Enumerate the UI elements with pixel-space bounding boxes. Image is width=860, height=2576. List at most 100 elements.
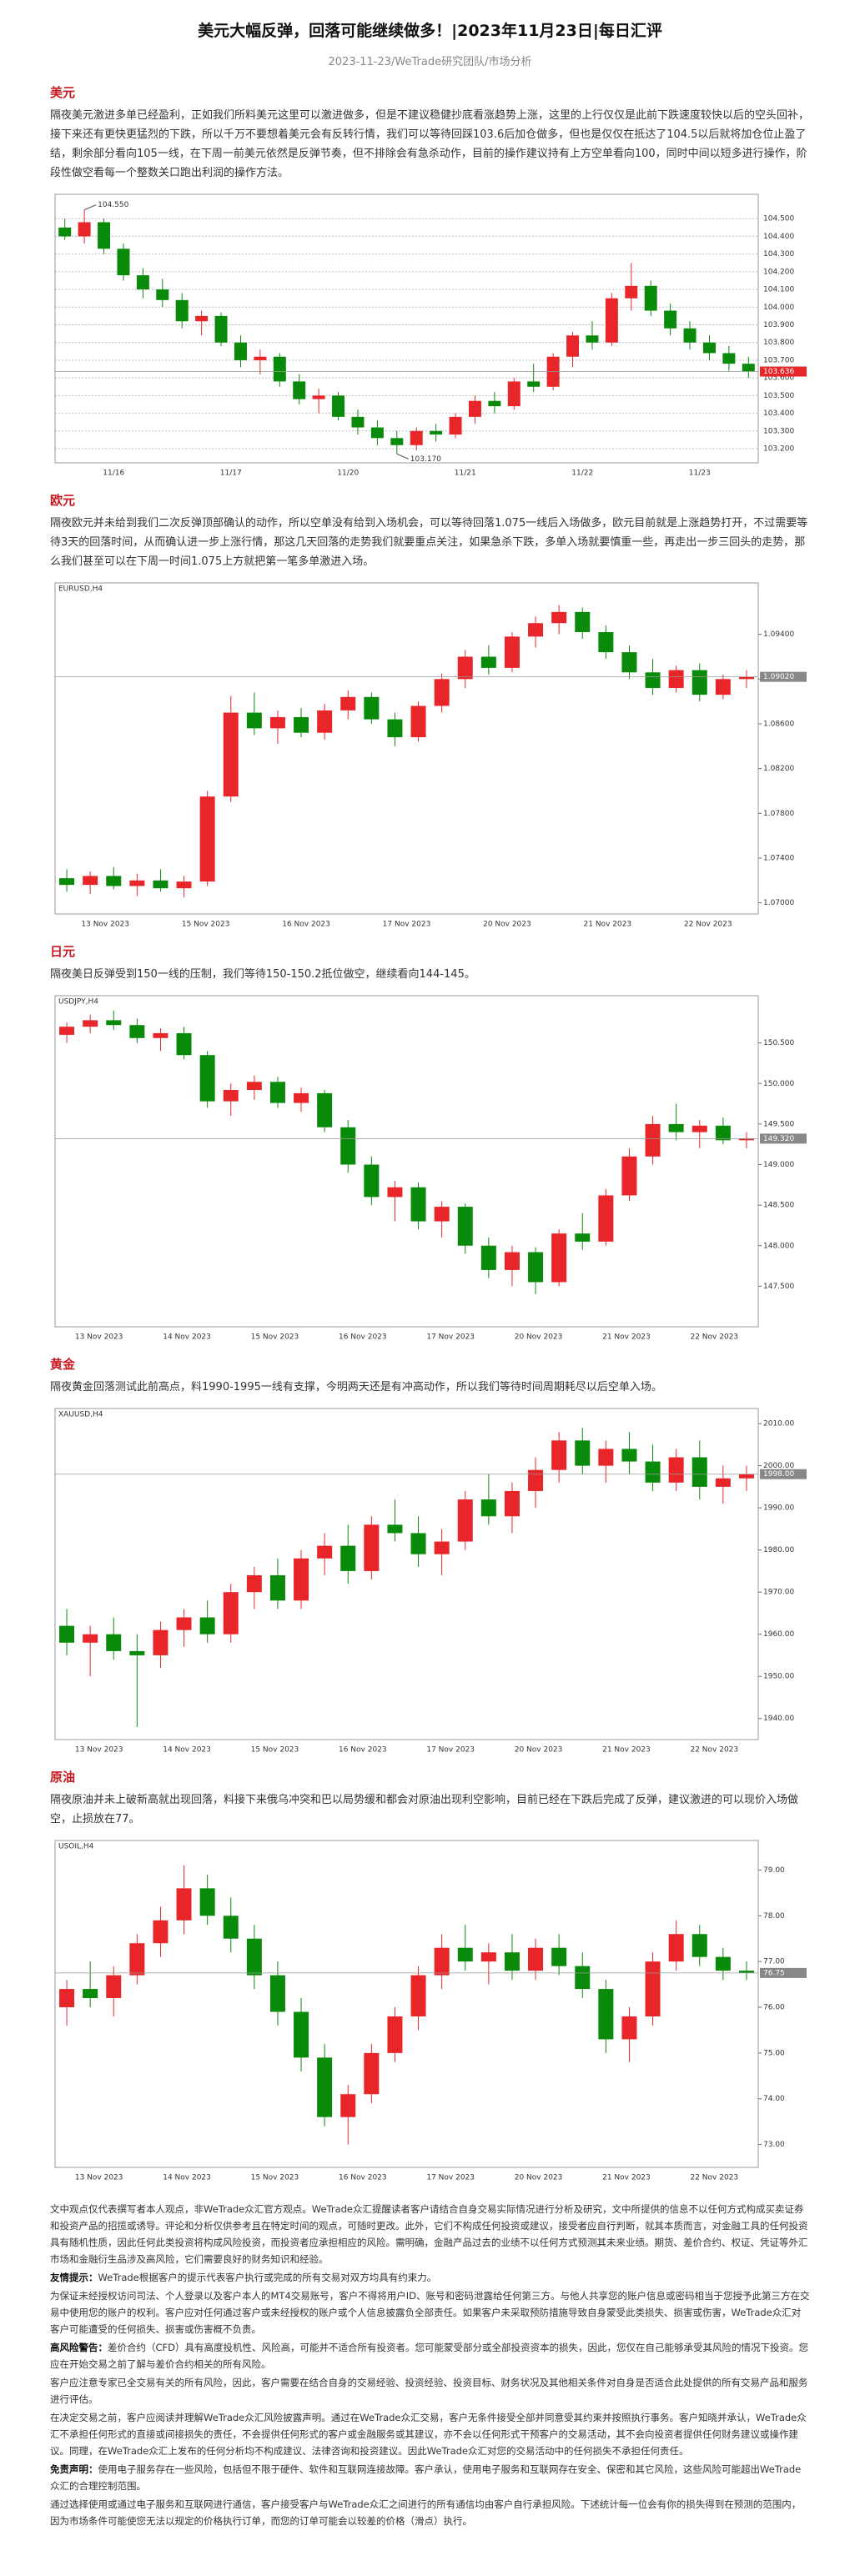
candle-body (390, 438, 404, 445)
candle-body (312, 395, 325, 399)
y-tick-label: 2000.00 (763, 1462, 794, 1470)
x-tick-label: 20 Nov 2023 (515, 1746, 563, 1755)
candle-body (317, 2057, 333, 2117)
disclaimer-paragraph: 客户应注意专家已全交易有关的所有风险，因此，客户需要在结合自身的交易经验、投资经… (50, 2374, 810, 2408)
section-heading: 美元 (50, 85, 76, 100)
section: 原油 隔夜原油并未上破新高就出现回落，料接下来俄乌冲突和巴以局势缓和都会对原油出现… (50, 1768, 810, 2186)
candle-body (410, 1187, 426, 1222)
price-annotation-line (396, 453, 409, 459)
candle-body (59, 1027, 75, 1035)
candle-body (645, 1123, 661, 1157)
candle-body (683, 328, 697, 343)
candle-body (246, 1082, 262, 1091)
disclaimer-paragraph: 高风险警告：差价合约（CFD）具有高度投机性、风险高，可能并不适合所有投资者。您… (50, 2339, 810, 2373)
y-tick-label: 1950.00 (763, 1673, 794, 1681)
candlestick-chart: 1940.00 1950.00 1960.00 1970.00 1980.00 1990.… (50, 1403, 810, 1758)
x-tick-label: 13 Nov 2023 (75, 1746, 123, 1755)
plot-frame (54, 1840, 759, 2168)
y-tick-label: 1.08600 (763, 720, 794, 728)
x-tick-label: 20 Nov 2023 (515, 1333, 563, 1342)
candle-body (722, 353, 736, 364)
candle-body (294, 716, 309, 733)
candle-body (175, 299, 189, 322)
candle-body (106, 1975, 122, 1999)
y-tick-label: 103.500 (763, 392, 794, 400)
x-tick-label: 16 Nov 2023 (339, 1333, 387, 1342)
candle-body (58, 227, 72, 237)
y-tick-label: 103.400 (763, 409, 794, 418)
y-tick-label: 1.08200 (763, 765, 794, 773)
candle-body (575, 1966, 591, 1990)
x-tick-label: 15 Nov 2023 (251, 1746, 299, 1755)
candle-body (340, 1545, 356, 1571)
x-tick-label: 16 Nov 2023 (282, 921, 330, 929)
candle-body (457, 1207, 473, 1246)
plot-frame (54, 193, 759, 464)
candle-body (692, 1125, 707, 1132)
x-tick-label: 14 Nov 2023 (163, 1333, 211, 1342)
candle-body (692, 1934, 707, 1957)
candle-body (364, 696, 380, 720)
candle-body (273, 356, 286, 382)
candle-body (117, 249, 130, 276)
price-annotation-line (83, 204, 97, 211)
candle-body (176, 1888, 192, 1921)
x-tick-label: 21 Nov 2023 (602, 1746, 651, 1755)
candle-body (457, 656, 473, 680)
candle-body (214, 315, 228, 343)
disclaimer-text: 为保证未经授权访问司法、个人登录以及客户本人的MT4交易账号，客户不得将用户ID… (50, 2290, 810, 2335)
candle-body (195, 315, 209, 322)
chart-symbol: XAUUSD,H4 (58, 1411, 103, 1419)
candle-body (434, 1947, 450, 1976)
x-tick-label: 15 Nov 2023 (251, 1333, 299, 1342)
candle-body (410, 430, 423, 445)
section-heading: 原油 (50, 1770, 76, 1785)
x-tick-label: 16 Nov 2023 (339, 2174, 387, 2182)
candle-body (106, 876, 122, 886)
x-tick-label: 11/23 (689, 470, 711, 478)
candle-body (668, 1457, 684, 1483)
candle-body (625, 285, 638, 299)
disclaimer-paragraph: 文中观点仅代表撰写者本人观点，非WeTrade众汇官方观点。WeTrade众汇提… (50, 2201, 810, 2267)
section: 欧元 隔夜欧元并未给到我们二次反弹顶部确认的动作，所以空单没有给到入场机会，可以等… (50, 491, 810, 932)
candle-body (153, 1032, 168, 1038)
candle-body (434, 1207, 450, 1222)
candle-body (488, 400, 501, 407)
candle-body (364, 1524, 380, 1571)
y-tick-label: 74.00 (763, 2095, 785, 2103)
candle-body (269, 1975, 285, 2012)
candle-body (575, 1233, 591, 1242)
y-tick-label: 103.700 (763, 356, 794, 364)
candle-body (598, 1989, 614, 2040)
candle-body (246, 712, 262, 729)
y-tick-label: 104.400 (763, 233, 794, 241)
candle-body (528, 1252, 544, 1283)
candle-body (129, 1943, 145, 1976)
candle-body (480, 656, 496, 668)
candle-body (223, 1592, 239, 1634)
disclaimer-text: WeTrade根据客户的提示代表客户执行或完成的所有交易对双方均具有约束力。 (98, 2272, 437, 2283)
x-tick-label: 17 Nov 2023 (383, 921, 431, 929)
section: 美元 隔夜美元激进多单已经盈利，正如我们所料美元这里可以激进做多，但是不建议稳健抄… (50, 83, 810, 481)
x-tick-label: 20 Nov 2023 (483, 921, 531, 929)
y-tick-label: 103.600 (763, 374, 794, 383)
y-tick-label: 1960.00 (763, 1630, 794, 1639)
disclaimer-paragraph: 为保证未经授权访问司法、个人登录以及客户本人的MT4交易账号，客户不得将用户ID… (50, 2287, 810, 2337)
candle-body (234, 342, 247, 360)
x-tick-label: 22 Nov 2023 (690, 2174, 738, 2182)
candle-body (692, 1457, 707, 1487)
candle-body (176, 1617, 192, 1630)
disclaimer-text: 在决定交易之前，客户应阅读并理解WeTrade众汇风险披露声明。通过在WeTra… (50, 2412, 807, 2457)
candle-body (153, 880, 168, 889)
candle-body (364, 2052, 380, 2095)
chart-symbol: USDJPY,H4 (58, 998, 98, 1007)
candle-body (156, 289, 169, 300)
candle-body (575, 611, 591, 632)
candle-body (598, 1449, 614, 1466)
section-text: 隔夜黄金回落测试此前高点，料1990-1995一线有支撑，今明两天还是有冲高动作… (50, 1381, 662, 1393)
x-tick-label: 21 Nov 2023 (602, 1333, 651, 1342)
y-tick-label: 103.800 (763, 339, 794, 347)
x-tick-label: 17 Nov 2023 (426, 1333, 475, 1342)
candle-body (269, 716, 285, 729)
y-tick-label: 104.100 (763, 286, 794, 294)
